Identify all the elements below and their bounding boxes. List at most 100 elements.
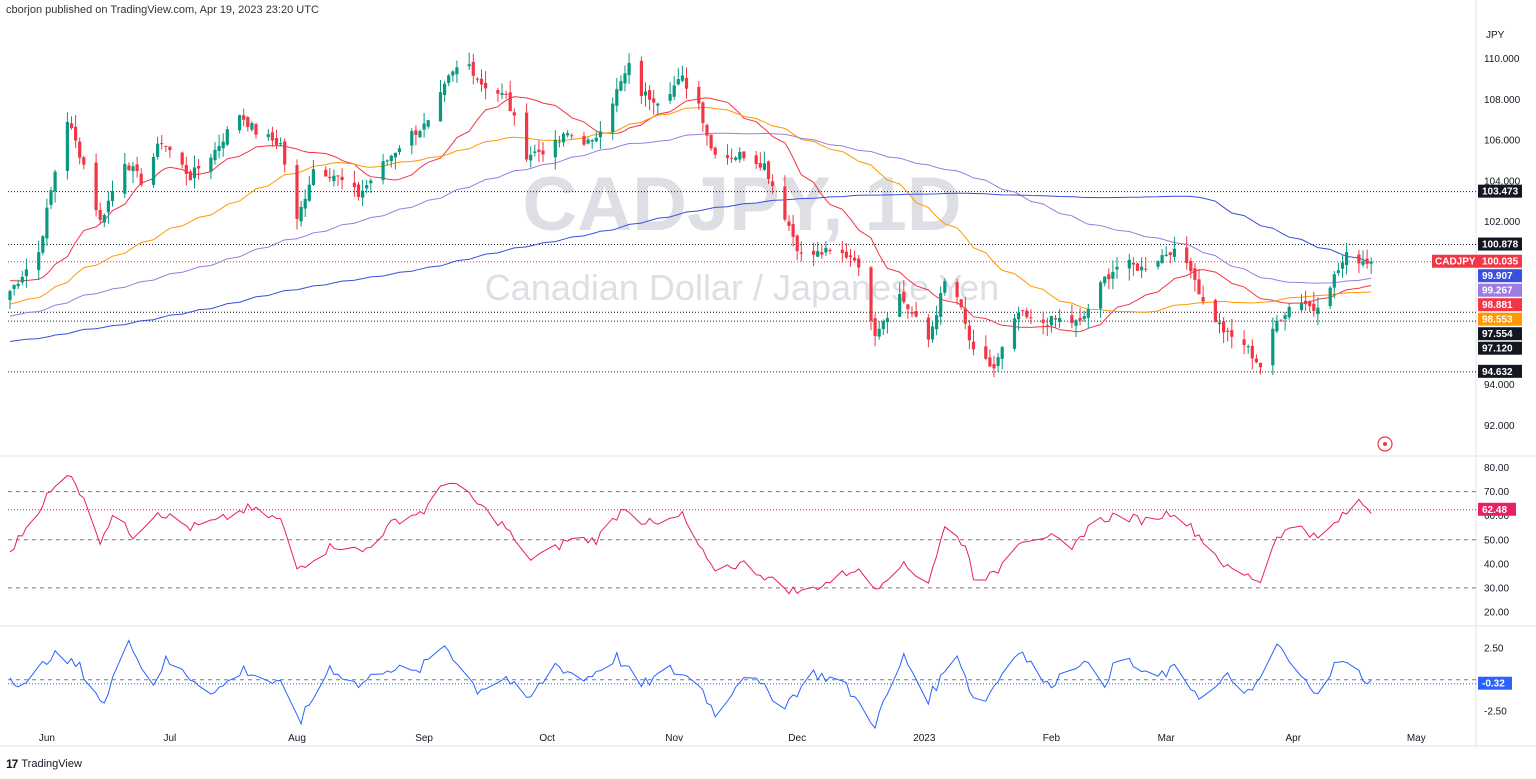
candle-body — [553, 139, 557, 158]
candle-body — [1271, 328, 1275, 366]
candle-body — [1144, 268, 1148, 270]
candle-body — [1140, 266, 1144, 271]
candle-body — [853, 257, 857, 261]
ma-line-ma-20 — [9, 96, 1372, 333]
candle-body — [525, 112, 529, 160]
price-tag-text: 99.907 — [1482, 271, 1513, 282]
price-tick-label: 92.000 — [1484, 421, 1515, 432]
price-tag: 94.632 — [1478, 364, 1522, 378]
candle-body — [885, 318, 889, 323]
candle-body — [303, 198, 307, 209]
candle-body — [123, 163, 127, 194]
tradingview-logo: 17 — [6, 757, 18, 771]
candle-body — [1254, 358, 1258, 363]
oscillator-line — [9, 639, 1372, 730]
candle-body — [160, 143, 164, 145]
candle-body — [131, 166, 135, 172]
candle-body — [1000, 347, 1004, 359]
price-tag-bg — [1478, 364, 1522, 378]
candle-body — [361, 190, 365, 198]
oscillator-tick-label: -2.50 — [1484, 707, 1507, 718]
candle-body — [504, 93, 508, 95]
candle-body — [1246, 346, 1250, 348]
candle-body — [812, 250, 816, 255]
candle-body — [381, 161, 385, 181]
candle-body — [988, 357, 992, 367]
candle-body — [397, 148, 402, 153]
candle-body — [611, 103, 615, 133]
candle-body — [8, 291, 12, 301]
ma-line-ma-50 — [9, 106, 1372, 313]
publisher-caption: cborjon published on TradingView.com, Ap… — [6, 4, 319, 16]
watermark-description: Canadian Dollar / Japanese Yen — [485, 267, 999, 308]
rsi-tag-bg — [1478, 502, 1516, 516]
candle-body — [840, 249, 844, 254]
candle-body — [221, 141, 225, 149]
price-tag: 99.267 — [1478, 283, 1522, 297]
candle-body — [643, 91, 648, 96]
oscillator-tag-text: -0.32 — [1482, 679, 1505, 690]
price-tag: 103.473 — [1478, 184, 1522, 198]
candle-body — [82, 157, 86, 165]
candle-body — [996, 357, 1000, 366]
x-axis-month-label: Aug — [288, 733, 306, 744]
candle-body — [680, 75, 684, 81]
x-axis-month-label: Nov — [665, 733, 683, 744]
candle-body — [672, 85, 676, 97]
candle-body — [98, 209, 102, 220]
candle-body — [1070, 315, 1074, 324]
candle-body — [1012, 318, 1017, 349]
candle-body — [24, 269, 28, 277]
price-tag-text: 99.267 — [1482, 286, 1513, 297]
candle-body — [967, 325, 971, 341]
candle-body — [869, 267, 873, 321]
candle-body — [213, 149, 217, 161]
candle-body — [192, 167, 197, 179]
candle-body — [41, 236, 45, 253]
candle-body — [389, 155, 393, 162]
candle-body — [1279, 320, 1283, 322]
candle-body — [328, 176, 332, 179]
price-tag-bg — [1478, 254, 1522, 268]
candle-body — [844, 251, 848, 258]
price-tag-bg — [1478, 341, 1522, 355]
candle-body — [963, 308, 967, 324]
candle-body — [418, 131, 422, 138]
candle-body — [53, 171, 57, 192]
candle-body — [447, 75, 451, 83]
candle-body — [1217, 322, 1222, 325]
price-tick-label: 108.000 — [1484, 95, 1521, 106]
candle-body — [1074, 320, 1078, 326]
candle-body — [332, 175, 336, 182]
candle-body — [1332, 274, 1336, 288]
candle-body — [615, 89, 619, 106]
candle-body — [209, 157, 213, 172]
candle-body — [246, 117, 250, 128]
candle-body — [758, 162, 762, 168]
candle-body — [65, 121, 69, 171]
candle-body — [1308, 301, 1312, 307]
candle-body — [762, 163, 766, 170]
candle-body — [438, 92, 443, 122]
candle-body — [742, 151, 746, 159]
candle-body — [49, 190, 53, 205]
candle-body — [279, 143, 283, 145]
candle-body — [1082, 316, 1086, 319]
candle-body — [324, 169, 328, 177]
candle-body — [512, 112, 516, 116]
candle-body — [799, 252, 803, 254]
candle-body — [713, 147, 717, 155]
candle-body — [180, 152, 184, 165]
candle-body — [787, 221, 791, 226]
candle-body — [1103, 276, 1107, 284]
candle-body — [668, 94, 672, 101]
candle-body — [766, 161, 771, 180]
candle-body — [561, 133, 566, 143]
candle-body — [881, 321, 885, 330]
price-tag: 97.554 — [1478, 327, 1522, 341]
price-tick-label: 102.000 — [1484, 217, 1521, 228]
price-tag: 98.881 — [1478, 298, 1522, 312]
footer-branding[interactable]: 17 TradingView — [6, 757, 82, 771]
candle-body — [992, 364, 996, 369]
